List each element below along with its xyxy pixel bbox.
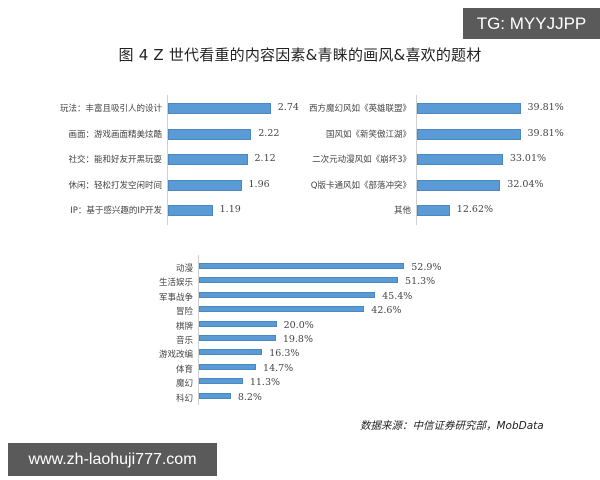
category-label: Q版卡通风如《部落冲突》: [310, 180, 411, 191]
value-label: 32.04%: [507, 178, 544, 190]
value-label: 33.01%: [509, 153, 547, 164]
chart-axis: [167, 95, 168, 225]
category-label: 动漫: [175, 264, 193, 274]
data-bar: [168, 128, 252, 140]
data-bar: [199, 378, 243, 385]
value-label: 42.6%: [371, 305, 402, 317]
data-bar: [417, 154, 503, 165]
value-label: 2.74: [277, 102, 299, 113]
value-label: 45.4%: [382, 290, 413, 302]
value-label: 16.3%: [269, 348, 300, 360]
value-label: 12.62%: [456, 204, 494, 215]
data-bar: [417, 205, 450, 216]
category-label: IP：基于感兴趣的IP开发: [70, 206, 162, 216]
data-bar: [168, 179, 242, 191]
category-label: 游戏改编: [158, 350, 193, 361]
data-bar: [168, 205, 213, 216]
art-style-chart: 西方魔幻风如《英雄联盟》 39.81% 国风如《新笑傲江湖》 39.81% 二次元动漫风…: [300, 95, 564, 225]
data-bar: [199, 363, 257, 370]
value-label: 19.8%: [282, 334, 313, 345]
value-label: 2.12: [254, 153, 276, 164]
category-label: 魔幻: [175, 379, 193, 390]
data-bar: [199, 335, 276, 341]
value-label: 8.2%: [237, 391, 262, 403]
data-bar: [417, 103, 521, 114]
value-label: 1.96: [248, 178, 270, 190]
value-label: 1.19: [219, 204, 241, 215]
data-source: 数据来源：中信证券研究部，MobData: [360, 420, 544, 432]
category-label: 国风如《新笑傲江湖》: [325, 129, 411, 140]
watermark-top: TG: MYYJJPP: [463, 8, 600, 39]
category-label: 军事战争: [158, 292, 193, 303]
category-label: 体育: [175, 364, 193, 375]
category-label: 冒险: [175, 307, 193, 318]
value-label: 39.81%: [527, 127, 564, 139]
data-bar: [168, 103, 271, 114]
value-label: 2.22: [258, 127, 280, 139]
data-bar: [199, 306, 365, 313]
category-label: 二次元动漫风如《崩坏3》: [312, 155, 411, 165]
data-bar: [199, 277, 399, 284]
chart-axis: [198, 255, 199, 405]
theme-chart: 动漫 52.9% 生活娱乐 51.3% 军事战争 45.4% 冒险 42.6% 棋牌 20.0% 音…: [130, 255, 450, 405]
data-bar: [199, 349, 263, 356]
category-label: 生活娱乐: [158, 278, 193, 289]
category-label: 社交：能和好友开黑玩耍: [68, 155, 162, 165]
watermark-bottom: www.zh-laohuji777.com: [8, 443, 217, 476]
category-label: 科幻: [175, 393, 193, 404]
value-label: 51.3%: [405, 276, 436, 288]
value-label: 11.3%: [249, 377, 281, 389]
value-label: 52.9%: [411, 262, 442, 273]
data-bar: [417, 179, 501, 191]
category-label: 其他: [393, 206, 411, 216]
value-label: 14.7%: [263, 362, 294, 374]
data-bar: [417, 128, 521, 140]
figure-title: 图 4 Z 世代看重的内容因素&青睐的画风&喜欢的题材: [118, 46, 482, 64]
chart-axis: [416, 95, 417, 225]
data-bar: [199, 263, 405, 269]
category-label: 棋牌: [175, 321, 193, 332]
data-bar: [199, 392, 231, 399]
category-label: 画面：游戏画面精美炫酷: [68, 129, 162, 140]
category-label: 休闲：轻松打发空闲时间: [68, 180, 162, 191]
category-label: 音乐: [175, 336, 193, 346]
category-label: 玩法：丰富且吸引人的设计: [59, 104, 162, 114]
value-label: 20.0%: [283, 319, 314, 331]
content-factors-chart: 玩法：丰富且吸引人的设计 2.74 画面：游戏画面精美炫酷 2.22 社交：能和好友开黑…: [50, 95, 310, 225]
data-bar: [199, 320, 277, 327]
value-label: 39.81%: [527, 102, 564, 113]
category-label: 西方魔幻风如《英雄联盟》: [308, 104, 411, 114]
data-bar: [199, 291, 376, 298]
data-bar: [168, 154, 248, 165]
